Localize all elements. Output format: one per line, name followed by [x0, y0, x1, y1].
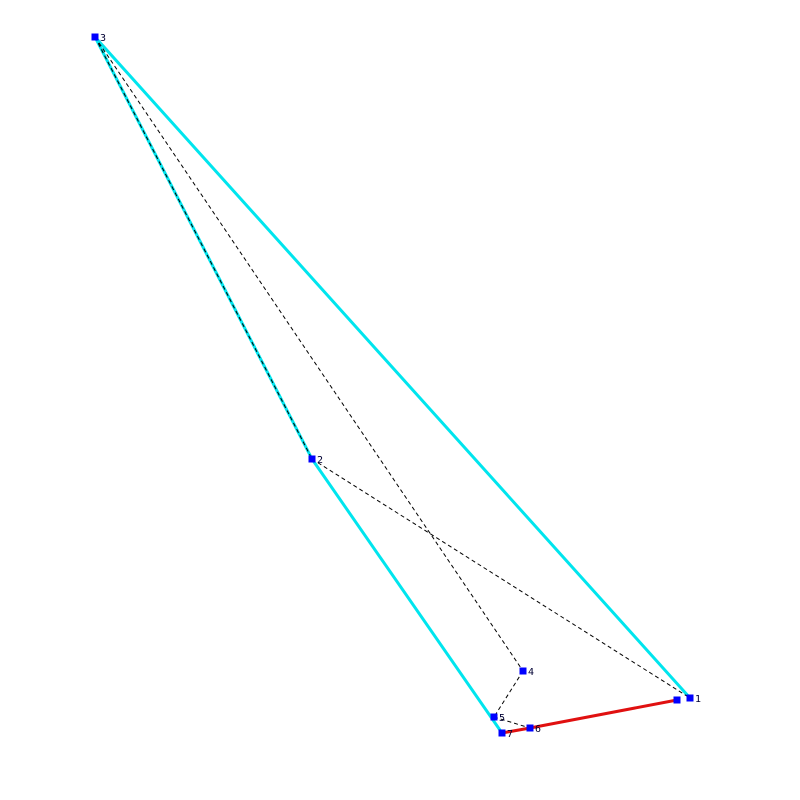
node-n3-label: 3 — [100, 33, 106, 44]
dashed-edge-n2-n1 — [311, 458, 691, 699]
nodes — [91, 33, 694, 737]
node-n1-label: 1 — [695, 694, 701, 705]
node-n4-marker — [519, 667, 527, 675]
node-n1b-marker — [673, 696, 681, 704]
dashed-edges — [94, 36, 691, 729]
highlight-edge-n7-n6 — [500, 726, 532, 735]
hull-edge-n1-n3 — [93, 35, 692, 700]
highlight-edges — [500, 698, 679, 735]
node-n2-label: 2 — [317, 455, 323, 466]
dashed-edge-n5-n6 — [493, 716, 531, 729]
node-n1-marker — [686, 694, 694, 702]
dashed-edge-n3-n4 — [94, 36, 524, 672]
hull-edge-n2-n7 — [310, 457, 504, 735]
node-labels: 1 2 3 4 5 6 7 — [100, 33, 701, 740]
dashed-edge-n4-n5 — [493, 670, 524, 718]
node-n6-label: 6 — [535, 724, 541, 735]
hull-edges — [93, 35, 692, 735]
dashed-edge-n3-n2 — [94, 36, 313, 460]
node-n6-marker — [526, 724, 534, 732]
node-n3-marker — [91, 33, 99, 41]
node-n5-label: 5 — [499, 713, 505, 724]
node-n7-label: 7 — [507, 729, 513, 740]
highlight-edge-n6-n1b — [528, 698, 679, 730]
node-n7-marker — [498, 729, 506, 737]
node-n4-label: 4 — [528, 667, 534, 678]
node-n5-marker — [490, 713, 498, 721]
node-n2-marker — [308, 455, 316, 463]
